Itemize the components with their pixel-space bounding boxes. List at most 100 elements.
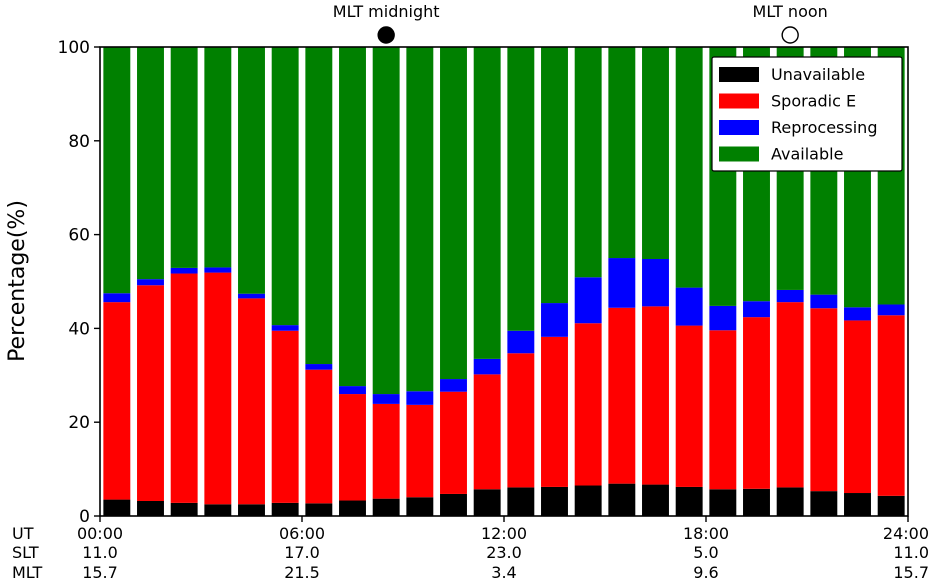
bar-unavailable-5 bbox=[271, 502, 299, 516]
legend-label-sporadic-e: Sporadic E bbox=[771, 92, 856, 111]
bar-sporadic-e-23 bbox=[877, 315, 905, 496]
x-tick-label-ut: 24:00 bbox=[883, 524, 929, 543]
bar-reprocessing-20 bbox=[776, 289, 804, 303]
bar-sporadic-e-21 bbox=[810, 308, 838, 492]
x-tick-label-mlt: 9.6 bbox=[693, 563, 718, 582]
mlt-markers: MLT midnight MLT noon bbox=[333, 2, 828, 44]
bar-sporadic-e-8 bbox=[372, 403, 400, 499]
bar-available-17 bbox=[675, 47, 703, 288]
bar-available-7 bbox=[339, 47, 366, 387]
bar-sporadic-e-5 bbox=[271, 330, 299, 503]
bar-reprocessing-16 bbox=[642, 258, 669, 307]
bar-available-9 bbox=[406, 47, 434, 392]
x-tick-label-slt: 11.0 bbox=[82, 543, 118, 562]
bar-unavailable-8 bbox=[372, 498, 400, 516]
y-tick-label: 20 bbox=[68, 413, 90, 433]
bar-reprocessing-15 bbox=[608, 258, 636, 308]
bar-reprocessing-14 bbox=[574, 277, 602, 324]
legend-swatch-reprocessing bbox=[719, 120, 759, 135]
bar-available-13 bbox=[541, 47, 568, 304]
bar-unavailable-14 bbox=[574, 485, 602, 516]
bar-reprocessing-10 bbox=[440, 379, 467, 392]
y-tick-label: 100 bbox=[58, 38, 90, 58]
bar-available-6 bbox=[305, 47, 333, 365]
bar-sporadic-e-22 bbox=[844, 320, 871, 494]
bar-unavailable-21 bbox=[810, 491, 838, 516]
x-tick-label-slt: 23.0 bbox=[486, 543, 522, 562]
x-tick-label-mlt: 3.4 bbox=[491, 563, 516, 582]
bar-unavailable-16 bbox=[642, 484, 669, 516]
bar-reprocessing-1 bbox=[137, 279, 164, 286]
bar-available-4 bbox=[238, 47, 265, 294]
bar-sporadic-e-17 bbox=[675, 325, 703, 487]
bar-available-10 bbox=[440, 47, 467, 380]
bar-reprocessing-5 bbox=[271, 325, 299, 331]
bar-sporadic-e-0 bbox=[103, 302, 131, 500]
bar-unavailable-17 bbox=[675, 486, 703, 516]
bar-unavailable-9 bbox=[406, 497, 434, 516]
bar-reprocessing-3 bbox=[204, 267, 232, 273]
bar-unavailable-10 bbox=[440, 493, 467, 516]
bar-sporadic-e-14 bbox=[574, 323, 602, 486]
y-tick-label: 0 bbox=[79, 507, 90, 527]
y-tick-label: 40 bbox=[68, 319, 90, 339]
bar-available-12 bbox=[507, 47, 535, 331]
x-tick-label-slt: 17.0 bbox=[284, 543, 320, 562]
legend-label-unavailable: Unavailable bbox=[771, 65, 865, 84]
legend-swatch-available bbox=[719, 146, 759, 162]
legend: Unavailable Sporadic E Reprocessing Availab… bbox=[711, 56, 903, 172]
bar-sporadic-e-15 bbox=[608, 307, 636, 484]
y-tick-label: 60 bbox=[68, 226, 90, 246]
bar-unavailable-4 bbox=[238, 504, 265, 516]
legend-label-reprocessing: Reprocessing bbox=[771, 118, 877, 137]
legend-label-available: Available bbox=[771, 145, 843, 164]
bar-reprocessing-12 bbox=[507, 330, 535, 354]
x-tick-label-mlt: 15.7 bbox=[893, 563, 929, 582]
x-row-title-mlt: MLT bbox=[12, 563, 43, 582]
x-tick-label-ut: 00:00 bbox=[77, 524, 123, 543]
bar-reprocessing-2 bbox=[170, 267, 198, 274]
bar-sporadic-e-12 bbox=[507, 353, 535, 488]
bar-reprocessing-13 bbox=[541, 303, 568, 337]
bar-available-14 bbox=[574, 47, 602, 278]
bar-reprocessing-0 bbox=[103, 293, 131, 303]
bar-sporadic-e-6 bbox=[305, 369, 333, 504]
bar-sporadic-e-10 bbox=[440, 391, 467, 494]
bar-unavailable-7 bbox=[339, 500, 366, 516]
bar-reprocessing-18 bbox=[709, 305, 737, 331]
bar-available-16 bbox=[642, 47, 669, 259]
bar-reprocessing-9 bbox=[406, 391, 434, 405]
x-axis: UT 00:00 06:00 12:00 18:00 24:00 SLT 11.0 17.0 23… bbox=[12, 516, 929, 582]
bar-sporadic-e-7 bbox=[339, 394, 366, 501]
bar-unavailable-12 bbox=[507, 487, 535, 516]
x-tick-label-mlt: 21.5 bbox=[284, 563, 320, 582]
bar-unavailable-1 bbox=[137, 500, 164, 516]
x-row-title-slt: SLT bbox=[12, 543, 39, 562]
bar-reprocessing-6 bbox=[305, 364, 333, 370]
y-tick-label: 80 bbox=[68, 132, 90, 152]
bar-available-2 bbox=[170, 47, 198, 268]
bar-sporadic-e-13 bbox=[541, 336, 568, 487]
x-tick-label-mlt: 15.7 bbox=[82, 563, 118, 582]
x-tick-label-ut: 18:00 bbox=[683, 524, 729, 543]
mlt-midnight-icon bbox=[377, 26, 395, 44]
bar-reprocessing-21 bbox=[810, 294, 838, 309]
mlt-midnight-label: MLT midnight bbox=[333, 2, 440, 21]
bar-unavailable-20 bbox=[776, 487, 804, 516]
bar-sporadic-e-20 bbox=[776, 302, 804, 488]
bar-reprocessing-11 bbox=[473, 358, 501, 375]
bar-reprocessing-22 bbox=[844, 307, 871, 321]
x-tick-label-slt: 11.0 bbox=[893, 543, 929, 562]
bar-available-3 bbox=[204, 47, 232, 268]
bar-reprocessing-7 bbox=[339, 386, 366, 395]
bar-reprocessing-19 bbox=[743, 301, 770, 318]
bar-sporadic-e-1 bbox=[137, 285, 164, 501]
x-row-title-ut: UT bbox=[12, 524, 34, 543]
bar-reprocessing-23 bbox=[877, 304, 905, 316]
bar-sporadic-e-2 bbox=[170, 273, 198, 503]
bar-sporadic-e-18 bbox=[709, 330, 737, 490]
bar-unavailable-11 bbox=[473, 489, 501, 516]
bar-available-0 bbox=[103, 47, 131, 294]
bar-reprocessing-8 bbox=[372, 394, 400, 404]
bar-sporadic-e-4 bbox=[238, 298, 265, 505]
